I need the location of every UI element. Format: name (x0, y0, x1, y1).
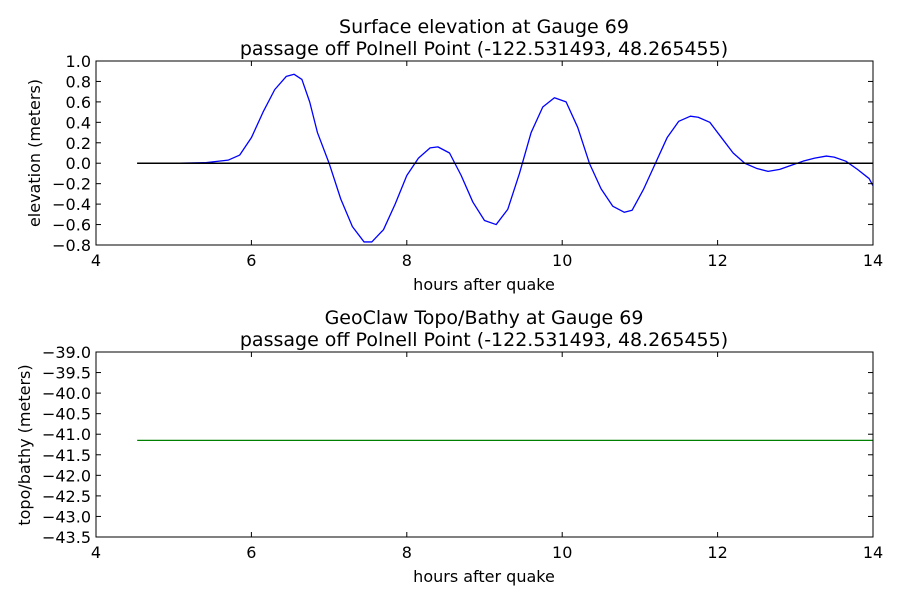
bathy-y-tick-label: −40.5 (42, 405, 91, 424)
elevation-y-tick-label: −0.8 (52, 236, 91, 255)
bathy-y-tick-label: −41.0 (42, 425, 91, 444)
elevation-y-tick-label: 0.8 (66, 72, 91, 91)
elevation-x-tick-label: 10 (552, 251, 572, 270)
elevation-chart: Surface elevation at Gauge 69 passage of… (25, 16, 883, 294)
elevation-y-tick-label: 1.0 (66, 52, 91, 71)
elevation-axes-frame (95, 60, 874, 246)
elevation-series-line-0 (137, 73, 874, 243)
elevation-chart-subtitle: passage off Polnell Point (-122.531493, … (240, 38, 728, 60)
elevation-y-tick-label: −0.6 (52, 216, 91, 235)
bathy-y-tick-label: −42.0 (42, 466, 91, 485)
bathy-x-tick-label: 10 (552, 543, 572, 562)
elevation-y-tick-label: −0.2 (52, 175, 91, 194)
elevation-x-tick-label: 6 (246, 251, 256, 270)
bathy-y-tick-label: −42.5 (42, 487, 91, 506)
bathy-chart-title: GeoClaw Topo/Bathy at Gauge 69 (325, 307, 644, 329)
elevation-x-tick-label: 12 (707, 251, 727, 270)
elevation-y-tick-label: 0.6 (66, 93, 91, 112)
bathy-axes-ticks: 4 6 8 10 12 14−43.5−43.0−42.5−42.0−41.5−41.0−… (42, 343, 883, 562)
bathy-y-tick-label: −41.5 (42, 446, 91, 465)
bathy-y-tick-label: −43.0 (42, 507, 91, 526)
elevation-axes-ticks: 4 6 8 10 12 14 −0.8−0.6 −0.4−0.2 0.00.2 0.40.6 0.8… (52, 52, 883, 270)
elevation-y-tick-label: 0.4 (66, 113, 91, 132)
bathy-x-tick-label: 4 (91, 543, 101, 562)
bathy-y-tick-label: −40.0 (42, 384, 91, 403)
bathy-y-tick-label: −43.5 (42, 528, 91, 547)
bathy-x-tick-label: 8 (402, 543, 412, 562)
bathy-chart: GeoClaw Topo/Bathy at Gauge 69 passage o… (15, 307, 883, 586)
elevation-chart-title: Surface elevation at Gauge 69 (339, 16, 629, 38)
elevation-x-axis-label: hours after quake (413, 275, 555, 294)
elevation-y-tick-label: −0.4 (52, 195, 91, 214)
elevation-x-tick-label: 8 (402, 251, 412, 270)
elevation-plot-area (137, 73, 874, 243)
elevation-y-axis-label: elevation (meters) (25, 79, 44, 227)
elevation-y-tick-label: 0.0 (66, 154, 91, 173)
elevation-y-tick-label: 0.2 (66, 134, 91, 153)
elevation-x-tick-label: 14 (863, 251, 883, 270)
bathy-chart-subtitle: passage off Polnell Point (-122.531493, … (240, 329, 728, 351)
bathy-x-tick-label: 12 (707, 543, 727, 562)
bathy-y-tick-label: −39.5 (42, 364, 91, 383)
elevation-x-tick-label: 4 (91, 251, 101, 270)
bathy-x-tick-label: 6 (246, 543, 256, 562)
bathy-y-axis-label: topo/bathy (meters) (15, 364, 34, 525)
bathy-x-tick-label: 14 (863, 543, 883, 562)
bathy-y-tick-label: −39.0 (42, 343, 91, 362)
bathy-axes-frame (95, 351, 874, 538)
bathy-x-axis-label: hours after quake (413, 567, 555, 586)
